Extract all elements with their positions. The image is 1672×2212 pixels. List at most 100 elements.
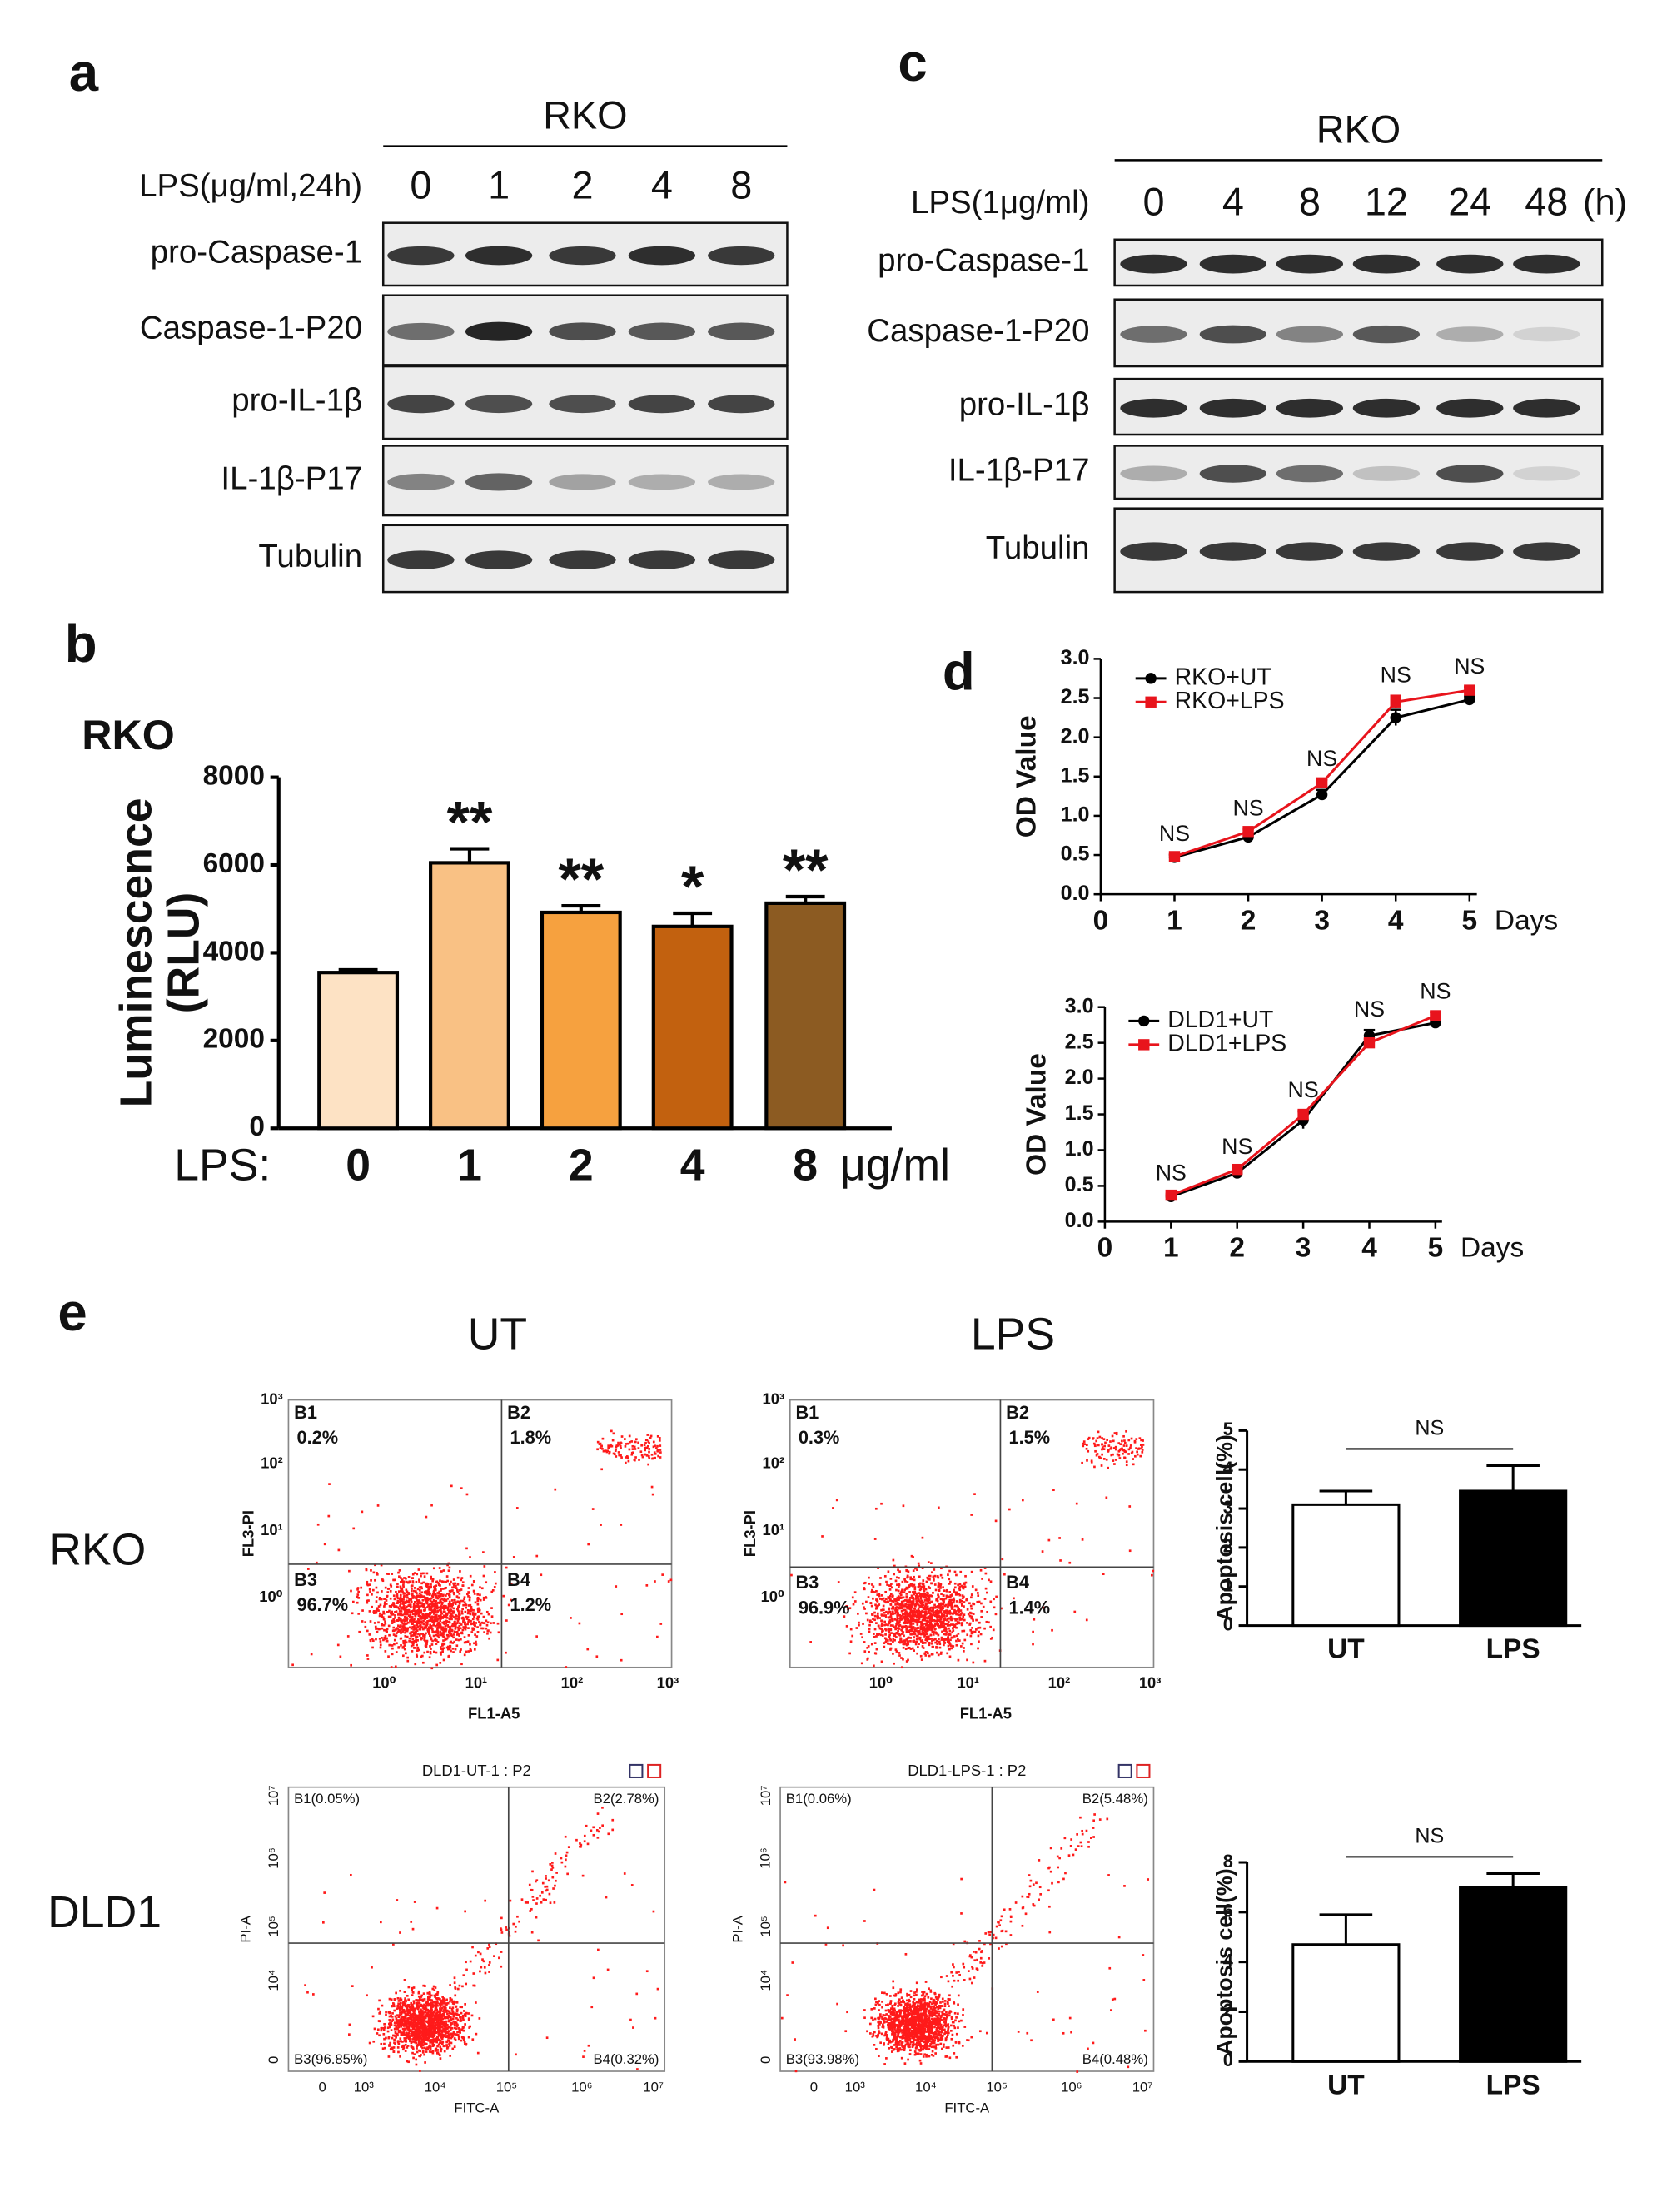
event-dot (475, 1640, 477, 1643)
event-dot (970, 1612, 973, 1615)
event-dot (461, 1608, 464, 1610)
event-dot (406, 1590, 409, 1593)
event-dot (1111, 1434, 1114, 1438)
event-dot (657, 1454, 659, 1458)
event-dot (429, 1586, 432, 1589)
event-dot (1083, 1443, 1087, 1446)
event-dot (389, 2024, 391, 2027)
event-dot (449, 2006, 451, 2010)
event-dot (403, 2027, 406, 2031)
event-dot (913, 1641, 916, 1643)
event-dot (907, 1603, 910, 1607)
event-dot (929, 1633, 933, 1637)
event-dot (906, 1612, 908, 1615)
event-dot (441, 2041, 445, 2044)
event-dot (587, 1543, 590, 1546)
event-dot (397, 2050, 400, 2054)
event-dot (401, 2033, 404, 2036)
flow-frame (287, 1786, 666, 2072)
event-dot (404, 1628, 407, 1632)
event-dot (963, 1605, 965, 1608)
event-dot (435, 2006, 438, 2010)
event-dot (440, 1608, 442, 1612)
point (1242, 826, 1254, 838)
event-dot (933, 1624, 936, 1628)
event-dot (411, 1615, 414, 1618)
event-dot (913, 1613, 917, 1617)
event-dot (416, 2031, 420, 2035)
event-dot (880, 1622, 883, 1625)
event-dot (906, 1614, 909, 1617)
event-dot (401, 2011, 404, 2014)
event-dot (452, 1607, 455, 1610)
event-dot (423, 1635, 426, 1638)
event-dot (911, 1601, 914, 1603)
event-dot (905, 1642, 908, 1645)
event-dot (457, 2031, 460, 2033)
event-dot (909, 1578, 913, 1581)
event-dot (435, 2037, 437, 2041)
event-dot (488, 1971, 490, 1973)
event-dot (863, 1606, 865, 1609)
blot-unit: (h) (1583, 182, 1627, 222)
event-dot (908, 1585, 910, 1588)
event-dot (419, 2041, 422, 2044)
event-dot (446, 1563, 449, 1567)
event-dot (417, 2001, 420, 2005)
event-dot (1033, 1618, 1036, 1621)
event-dot (455, 2008, 459, 2011)
event-dot (450, 1580, 452, 1583)
event-dot (943, 1589, 946, 1592)
event-dot (418, 1628, 421, 1631)
event-dot (435, 2050, 438, 2052)
event-dot (1094, 1444, 1097, 1448)
event-dot (419, 2019, 422, 2022)
event-dot (905, 1630, 908, 1633)
event-dot (887, 1611, 890, 1614)
event-dot (923, 1605, 927, 1608)
event-dot (430, 2006, 434, 2008)
event-dot (437, 2038, 440, 2041)
event-dot (406, 1994, 409, 1997)
event-dot (926, 1617, 928, 1620)
event-dot (393, 2009, 396, 2012)
event-dot (917, 1630, 920, 1633)
event-dot (929, 1618, 933, 1621)
point (1165, 1189, 1177, 1201)
event-dot (422, 1606, 425, 1609)
event-dot (402, 1595, 406, 1598)
event-dot (975, 1618, 978, 1622)
event-dot (436, 2014, 440, 2017)
event-dot (403, 1607, 406, 1609)
event-dot (445, 2031, 447, 2035)
event-dot (620, 1613, 624, 1616)
event-dot (868, 1576, 870, 1579)
event-dot (866, 1618, 869, 1622)
event-dot (420, 2016, 424, 2019)
event-dot (915, 1597, 918, 1599)
event-dot (906, 1574, 909, 1578)
event-dot (460, 1610, 464, 1613)
event-cloud (291, 1429, 673, 1670)
event-dot (867, 1596, 870, 1598)
event-dot (905, 1638, 908, 1641)
event-dot (566, 1872, 569, 1876)
event-dot (382, 1638, 385, 1642)
event-dot (433, 2033, 436, 2036)
event-dot (944, 1623, 948, 1626)
event-dot (940, 1636, 943, 1639)
event-dot (418, 1621, 421, 1624)
event-dot (909, 1621, 913, 1623)
y-tick-label: 1.5 (1065, 1101, 1094, 1125)
event-dot (863, 1582, 866, 1585)
event-dot (375, 1600, 378, 1603)
event-dot (488, 1946, 491, 1948)
event-dot (421, 1633, 425, 1635)
y-tick-label: 0 (1223, 2050, 1233, 2070)
event-dot (430, 2007, 432, 2011)
event-dot (1110, 1446, 1112, 1449)
event-dot (948, 1609, 951, 1613)
event-dot (424, 1621, 427, 1624)
event-dot (1123, 1439, 1126, 1442)
event-dot (941, 1630, 943, 1633)
